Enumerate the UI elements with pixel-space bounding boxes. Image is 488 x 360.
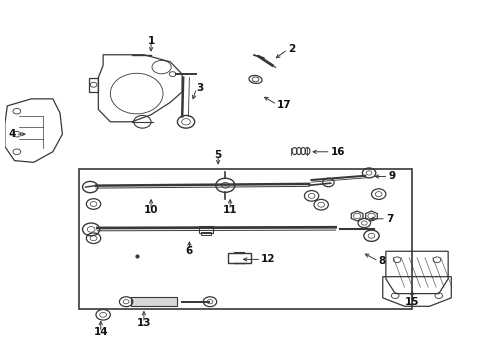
- Text: 5: 5: [214, 150, 222, 160]
- Bar: [79, 170, 411, 309]
- Text: 12: 12: [261, 255, 275, 264]
- Text: 16: 16: [330, 147, 345, 157]
- Text: 11: 11: [223, 205, 237, 215]
- Text: 6: 6: [185, 246, 193, 256]
- Text: 14: 14: [93, 327, 108, 337]
- Text: 13: 13: [136, 318, 151, 328]
- Text: 2: 2: [287, 45, 294, 54]
- Text: 7: 7: [385, 214, 392, 224]
- Text: 1: 1: [147, 36, 154, 46]
- Text: 3: 3: [196, 83, 203, 93]
- Text: 15: 15: [404, 297, 419, 307]
- Bar: [199, 226, 213, 233]
- Text: 4: 4: [8, 129, 16, 139]
- Text: 9: 9: [387, 171, 395, 181]
- Text: 8: 8: [378, 256, 385, 266]
- Text: 17: 17: [277, 99, 291, 109]
- Text: 10: 10: [143, 205, 158, 215]
- Bar: [227, 253, 250, 262]
- Bar: [201, 232, 210, 235]
- Bar: [131, 297, 177, 306]
